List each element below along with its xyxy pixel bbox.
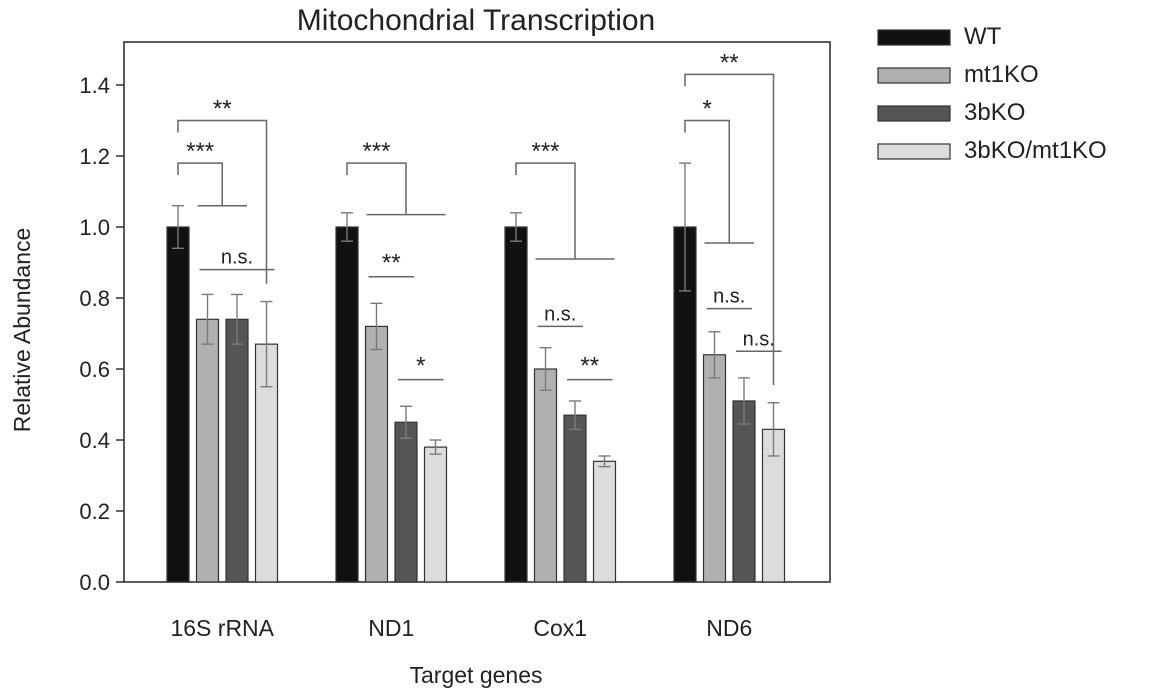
bar bbox=[504, 226, 528, 583]
bar bbox=[394, 421, 418, 583]
significance-bracket bbox=[684, 73, 775, 385]
legend-label: WT bbox=[964, 23, 1002, 50]
bar bbox=[563, 414, 587, 583]
significance-bracket bbox=[515, 162, 576, 259]
bar bbox=[335, 226, 359, 583]
significance-label: *** bbox=[186, 138, 214, 165]
y-tick-label: 0.4 bbox=[79, 428, 110, 453]
y-axis-label: Relative Abundance bbox=[9, 228, 35, 433]
significance-label: * bbox=[416, 353, 425, 380]
legend-label: mt1KO bbox=[964, 61, 1039, 88]
bar bbox=[166, 226, 190, 583]
significance-label: n.s. bbox=[743, 328, 775, 350]
legend-swatch bbox=[877, 143, 951, 160]
bar bbox=[225, 318, 249, 583]
x-axis: 16S rRNA ND1 Cox1 ND6 bbox=[170, 615, 752, 641]
legend-swatch bbox=[877, 105, 951, 122]
significance-label: n.s. bbox=[713, 286, 745, 308]
bar bbox=[732, 400, 756, 583]
significance-bracket bbox=[684, 119, 730, 243]
significance-label: ** bbox=[580, 353, 599, 380]
y-tick-label: 0.8 bbox=[79, 286, 110, 311]
bar bbox=[592, 460, 617, 583]
significance-label: *** bbox=[362, 138, 390, 165]
y-tick-label: 0.6 bbox=[79, 357, 110, 382]
legend: WT mt1KO 3bKO 3bKO/mt1KO bbox=[877, 23, 1107, 164]
significance-label: * bbox=[702, 96, 711, 123]
bar bbox=[364, 325, 389, 583]
significance-bracket bbox=[177, 162, 223, 206]
x-tick-label: ND6 bbox=[706, 615, 752, 641]
x-tick-label: ND1 bbox=[368, 615, 414, 641]
significance-label: n.s. bbox=[544, 303, 576, 325]
bar bbox=[423, 446, 448, 583]
significance-label: ** bbox=[213, 96, 232, 123]
plot-frame bbox=[123, 41, 831, 583]
bar bbox=[702, 354, 727, 583]
y-tick-label: 1.2 bbox=[79, 144, 110, 169]
significance-bracket bbox=[177, 119, 268, 284]
bar bbox=[195, 318, 220, 583]
y-axis: 0.0 0.2 0.4 0.6 0.8 1.0 1.2 1.4 bbox=[79, 73, 124, 595]
y-tick-label: 1.0 bbox=[79, 215, 110, 240]
y-tick-label: 0.0 bbox=[79, 570, 110, 595]
significance-label: ** bbox=[720, 49, 739, 76]
y-tick-label: 1.4 bbox=[79, 73, 110, 98]
legend-swatch bbox=[877, 67, 951, 84]
legend-label: 3bKO bbox=[964, 99, 1025, 126]
significance-label: *** bbox=[531, 138, 559, 165]
x-tick-label: Cox1 bbox=[533, 615, 587, 641]
legend-swatch bbox=[877, 29, 951, 46]
chart-title: Mitochondrial Transcription bbox=[297, 4, 656, 37]
x-axis-label: Target genes bbox=[410, 662, 543, 688]
x-tick-label: 16S rRNA bbox=[170, 615, 274, 641]
y-tick-label: 0.2 bbox=[79, 499, 110, 524]
significance-label: n.s. bbox=[221, 247, 253, 269]
bar-series bbox=[166, 162, 786, 583]
legend-label: 3bKO/mt1KO bbox=[964, 137, 1107, 164]
significance-label: ** bbox=[382, 250, 401, 277]
significance-bracket bbox=[346, 162, 407, 215]
bar bbox=[533, 368, 558, 583]
significance-annotations: *****n.s.*********n.s.*****n.s.n.s. bbox=[177, 49, 782, 385]
